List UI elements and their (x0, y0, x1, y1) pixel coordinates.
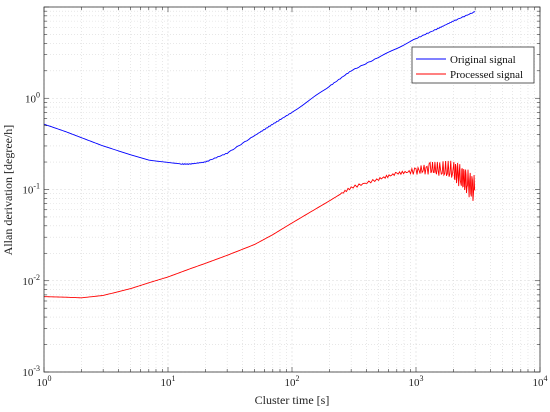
legend: Original signal Processed signal (411, 46, 535, 84)
x-tick-label: 101 (161, 374, 176, 389)
y-tick-label: 10-1 (22, 182, 40, 197)
x-tick-label: 104 (533, 374, 548, 389)
x-tick-label: 100 (37, 374, 52, 389)
x-tick-label: 103 (409, 374, 424, 389)
legend-box (411, 46, 535, 84)
series-layer (44, 11, 476, 299)
y-tick-label: 10-2 (22, 273, 40, 288)
x-axis-label: Cluster time [s] (255, 393, 330, 407)
y-tick-label: 100 (25, 90, 40, 105)
x-tick-label: 102 (285, 374, 300, 389)
tick-labels: 100 101 102 103 104 10-3 10-2 10-1 100 (22, 90, 547, 389)
legend-label-original: Original signal (450, 54, 516, 66)
series-line-original (44, 11, 476, 166)
tick-marks (43, 6, 541, 373)
legend-label-processed: Processed signal (450, 69, 523, 81)
series-line-processed (44, 160, 476, 299)
y-tick-label: 10-3 (22, 364, 40, 379)
y-axis-label: Allan derivation [degree/h] (1, 125, 15, 256)
